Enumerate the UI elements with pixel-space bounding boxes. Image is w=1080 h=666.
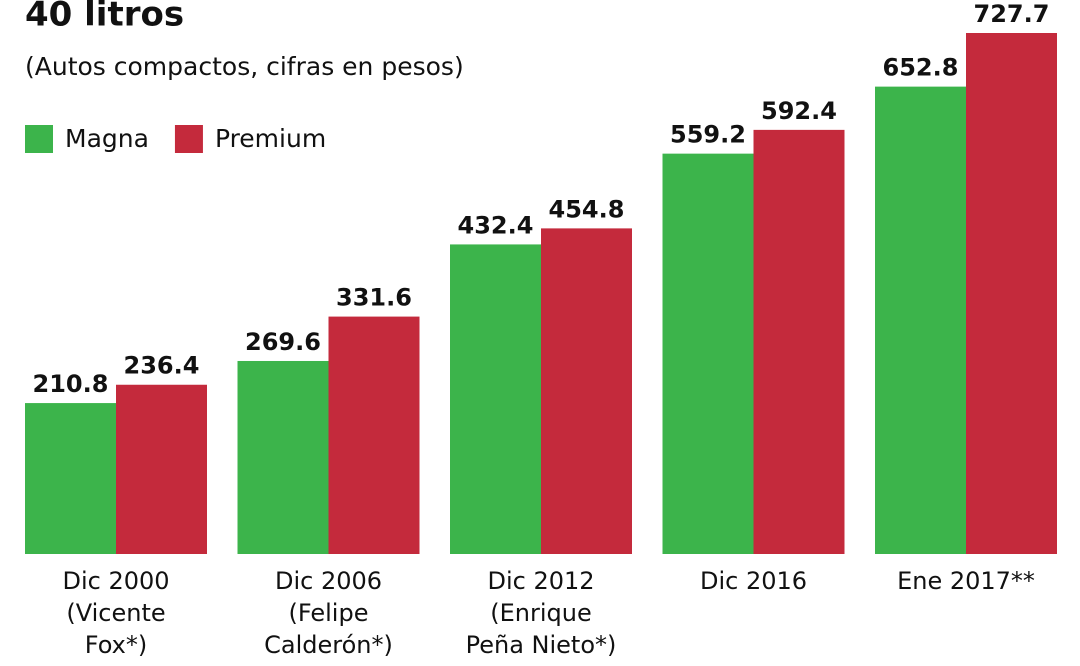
value-label: 269.6 [245,328,321,356]
x-tick-label: Fox*) [85,631,147,659]
x-tick-label: Ene 2017** [897,567,1035,595]
value-label: 432.4 [458,211,534,239]
chart-title: 40 litros [25,0,184,35]
value-label: 331.6 [336,284,412,312]
legend-swatch [174,125,203,153]
legend-label: Premium [215,124,326,153]
bar [328,316,420,554]
x-tick-label: Dic 2012 [487,567,594,595]
bar [753,129,845,554]
bar [662,153,754,554]
value-label: 454.8 [549,195,625,223]
value-label: 210.8 [33,370,109,398]
x-tick-label: Dic 2016 [700,567,807,595]
value-label: 236.4 [124,352,200,380]
bar [541,228,632,554]
bar [25,403,116,554]
bar [116,384,207,554]
x-tick-label: (Enrique [490,599,591,627]
chart-subtitle: (Autos compactos, cifras en pesos) [25,52,464,81]
value-label: 559.2 [670,121,746,149]
legend-swatch [25,125,53,153]
x-tick-label: Dic 2006 [275,567,382,595]
value-label: 652.8 [883,54,959,82]
x-tick-label: Dic 2000 [62,567,169,595]
x-tick-label: (Vicente [66,599,165,627]
bar [450,244,541,554]
bar [875,86,966,554]
value-label: 727.7 [974,0,1050,28]
legend-label: Magna [65,124,149,153]
bar [966,33,1057,554]
value-label: 592.4 [761,97,837,125]
x-tick-label: Calderón*) [264,631,393,659]
x-tick-label: (Felipe [289,599,369,627]
bar [237,360,329,554]
x-tick-label: Peña Nieto*) [466,631,617,659]
